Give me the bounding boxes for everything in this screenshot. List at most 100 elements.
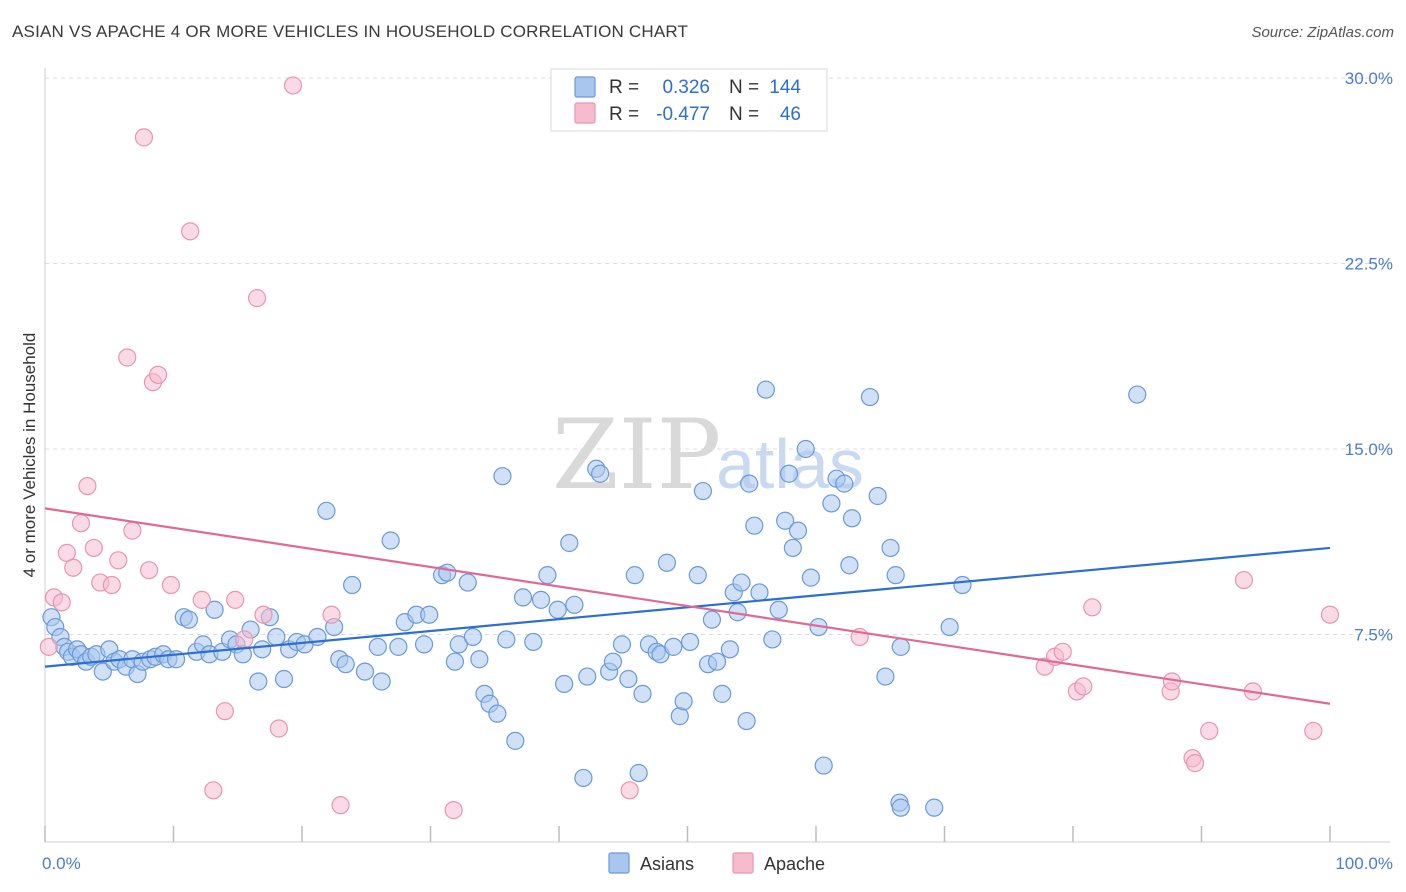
asian-point — [670, 707, 689, 726]
apache-point — [283, 76, 303, 95]
asian-point — [801, 568, 820, 587]
asian-point — [756, 380, 775, 399]
legend-r-value-asians: 0.326 — [662, 77, 710, 98]
asian-point — [860, 387, 880, 407]
asian-point — [769, 600, 788, 619]
apache-point — [204, 781, 223, 800]
asian-point — [886, 566, 905, 585]
bottom-legend: Asians Apache — [608, 852, 825, 874]
legend-n-label-apache: N = — [729, 104, 759, 125]
asian-point — [438, 563, 457, 582]
trendlines — [44, 507, 1331, 705]
asian-point — [763, 630, 782, 649]
asian-point — [368, 637, 387, 656]
asian-point — [891, 637, 910, 656]
asian-point — [745, 516, 764, 535]
asian-point — [688, 566, 707, 585]
asian-point — [574, 768, 593, 788]
x-tick-label-max: 100.0% — [1335, 854, 1393, 873]
apache-point — [192, 590, 211, 609]
asian-point — [578, 667, 597, 686]
asian-point — [740, 474, 759, 493]
asian-point — [524, 632, 543, 652]
asian-point — [355, 662, 375, 681]
bottom-legend-label-apache: Apache — [764, 854, 825, 874]
asian-point — [788, 521, 808, 540]
tick-labels: 7.5% 15.0% 22.5% 30.0% 0.0% 100.0% — [42, 69, 1393, 873]
asian-point — [657, 553, 677, 572]
asian-point — [814, 756, 833, 775]
legend-box — [550, 68, 828, 132]
asian-point — [449, 635, 468, 654]
asian-point — [881, 538, 900, 558]
asian-point — [531, 590, 551, 609]
asian-point — [274, 669, 294, 689]
apache-point — [39, 637, 58, 656]
asian-point — [737, 711, 756, 731]
asian-point — [565, 595, 584, 614]
asian-point — [680, 632, 700, 652]
asian-point — [458, 573, 477, 592]
legend-r-value-apache: -0.477 — [656, 104, 710, 125]
asian-point — [336, 655, 355, 674]
asian-point — [876, 667, 895, 686]
apache-point — [1083, 598, 1102, 617]
asian-point — [414, 635, 434, 654]
asian-point — [750, 583, 769, 602]
asian-point — [317, 501, 336, 520]
asian-point — [707, 652, 727, 671]
asian-point — [940, 617, 959, 637]
apache-point — [1200, 721, 1219, 741]
asian-point — [538, 566, 557, 585]
asian-point — [891, 798, 910, 817]
apache-point — [1053, 642, 1072, 661]
grid-lines — [45, 77, 1390, 635]
apache-point — [102, 575, 121, 595]
asian-point — [633, 684, 652, 703]
asian-point — [835, 474, 854, 493]
asian-point — [445, 652, 465, 671]
legend-r-label-apache: R = — [609, 104, 639, 125]
apache-point — [161, 575, 181, 595]
y-tick-label: 7.5% — [1354, 626, 1393, 645]
asian-point — [343, 575, 362, 595]
bottom-legend-swatch-apache — [732, 852, 754, 874]
asian-point — [488, 704, 507, 723]
asian-point — [783, 538, 802, 558]
source-label: Source: ZipAtlas.com — [1251, 24, 1394, 41]
asian-point — [253, 640, 272, 659]
asian-point — [497, 630, 516, 649]
apache-point — [1304, 721, 1323, 741]
asian-point — [249, 672, 268, 691]
apache-points — [39, 76, 1340, 820]
asian-point — [720, 640, 740, 659]
asian-point — [555, 674, 574, 694]
legend-swatch-apache — [574, 102, 596, 124]
asian-point — [796, 439, 815, 459]
apache-point — [620, 781, 639, 800]
apache-point — [215, 702, 234, 721]
asian-point — [381, 531, 400, 550]
asian-point — [603, 652, 623, 671]
axes — [44, 68, 1390, 843]
bottom-legend-swatch-asians — [608, 852, 630, 874]
apache-point — [226, 590, 245, 609]
asian-point — [702, 610, 722, 629]
legend: R = 0.326 N = 144 R = -0.477 N = 46 — [550, 68, 828, 132]
legend-n-label-asians: N = — [729, 77, 759, 98]
legend-r-label-asians: R = — [609, 77, 639, 98]
apache-point — [134, 128, 154, 147]
asian-point — [1128, 385, 1147, 404]
asian-point — [619, 669, 638, 689]
apache-point — [331, 796, 350, 815]
apache-point — [1234, 570, 1254, 590]
y-tick-label: 15.0% — [1345, 440, 1393, 459]
asian-point — [732, 573, 751, 592]
asian-point — [372, 672, 391, 691]
asian-point — [842, 509, 862, 528]
apache-point — [148, 365, 168, 384]
asian-point — [868, 486, 887, 506]
apache-point — [254, 605, 273, 624]
y-axis-label: 4 or more Vehicles in Household — [20, 333, 39, 578]
